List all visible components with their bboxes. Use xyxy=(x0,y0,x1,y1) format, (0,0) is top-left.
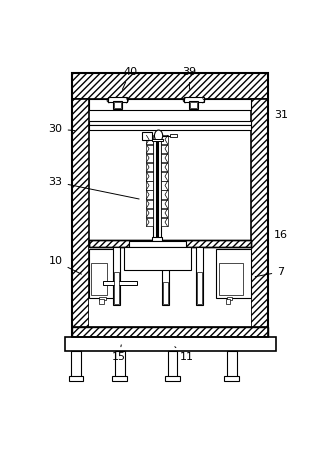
Bar xyxy=(89,99,251,104)
Bar xyxy=(161,136,168,144)
Bar xyxy=(89,240,251,247)
Bar xyxy=(161,181,168,190)
Text: 15: 15 xyxy=(112,345,126,362)
Bar xyxy=(112,376,127,381)
Bar xyxy=(158,140,161,238)
Bar xyxy=(91,263,107,295)
Bar xyxy=(99,300,104,304)
Bar xyxy=(170,134,177,137)
Bar xyxy=(226,300,230,304)
Bar xyxy=(153,140,156,238)
Bar xyxy=(161,172,168,180)
Bar xyxy=(146,218,153,226)
Bar xyxy=(162,247,169,305)
Bar xyxy=(146,163,153,171)
Bar xyxy=(146,181,153,190)
Text: 7: 7 xyxy=(255,267,284,277)
Bar xyxy=(161,218,168,226)
Bar xyxy=(124,247,191,270)
Bar xyxy=(71,351,81,378)
Text: 10: 10 xyxy=(49,256,81,274)
Bar xyxy=(108,97,127,102)
Bar xyxy=(146,154,153,162)
Bar xyxy=(161,154,168,162)
Bar xyxy=(163,283,168,304)
Bar xyxy=(152,139,163,141)
Bar xyxy=(152,237,162,241)
Bar xyxy=(89,99,251,109)
Bar xyxy=(72,72,268,337)
Bar xyxy=(190,101,199,109)
Bar xyxy=(168,351,177,378)
Bar xyxy=(146,209,153,217)
Bar xyxy=(219,263,243,295)
Bar xyxy=(72,99,89,337)
Text: 39: 39 xyxy=(182,67,197,89)
Bar xyxy=(216,249,251,298)
Bar xyxy=(89,121,251,125)
Bar xyxy=(191,102,198,108)
Bar xyxy=(161,145,168,153)
Bar xyxy=(146,172,153,180)
Bar xyxy=(103,281,137,285)
Text: 11: 11 xyxy=(175,347,194,362)
Bar xyxy=(72,327,268,337)
Bar xyxy=(156,140,158,238)
Bar xyxy=(161,163,168,171)
Bar xyxy=(196,247,203,305)
Text: 30: 30 xyxy=(49,124,75,134)
Bar xyxy=(89,249,114,298)
Bar xyxy=(99,296,106,300)
Bar xyxy=(72,327,268,337)
Text: 40: 40 xyxy=(123,67,137,89)
Bar xyxy=(146,145,153,153)
Bar xyxy=(142,132,152,140)
Bar xyxy=(251,99,268,337)
Bar xyxy=(89,125,251,130)
Text: 31: 31 xyxy=(268,110,288,120)
Bar xyxy=(115,351,124,378)
Text: 33: 33 xyxy=(49,177,139,199)
Circle shape xyxy=(154,130,163,142)
Bar xyxy=(165,376,180,381)
Bar xyxy=(89,247,251,332)
Bar xyxy=(72,72,268,99)
Bar xyxy=(113,247,120,305)
Bar xyxy=(161,191,168,199)
Bar xyxy=(146,191,153,199)
Bar xyxy=(68,376,83,381)
Bar xyxy=(146,200,153,208)
Bar xyxy=(161,209,168,217)
Bar xyxy=(113,101,122,109)
Bar xyxy=(146,136,153,144)
Bar xyxy=(197,272,202,304)
Bar xyxy=(89,240,251,247)
Bar xyxy=(65,337,276,351)
Bar xyxy=(224,376,239,381)
Bar xyxy=(129,241,186,247)
Bar xyxy=(227,296,232,300)
Bar xyxy=(184,97,204,102)
Bar xyxy=(114,102,121,108)
Text: 16: 16 xyxy=(268,230,288,244)
Bar xyxy=(161,200,168,208)
Bar xyxy=(227,351,236,378)
Bar xyxy=(114,272,119,304)
